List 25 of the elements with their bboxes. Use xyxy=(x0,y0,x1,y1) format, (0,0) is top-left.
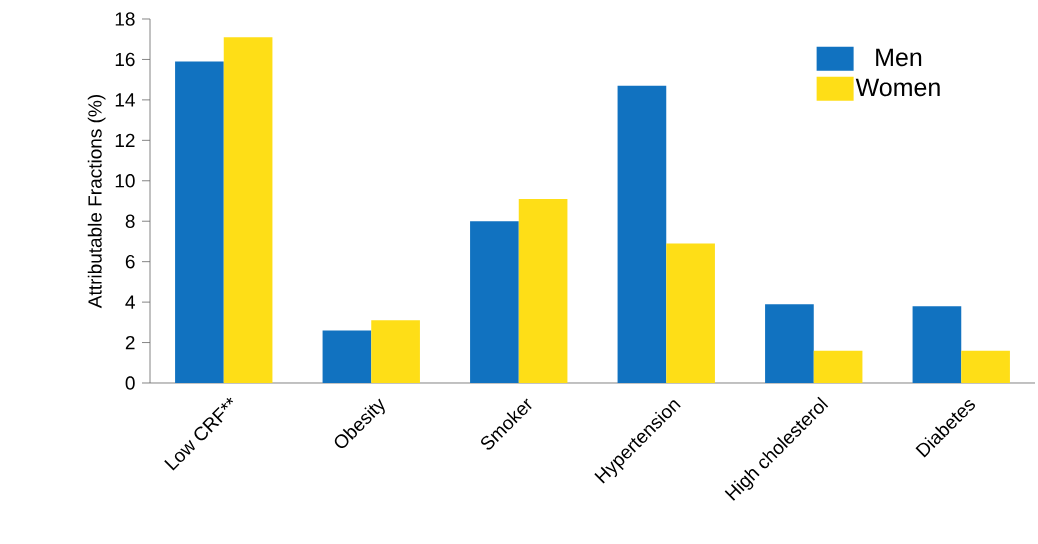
bar xyxy=(813,350,863,383)
bar xyxy=(617,85,667,383)
bar xyxy=(765,304,814,383)
y-tick-label: 14 xyxy=(115,93,135,107)
y-tick-label: 12 xyxy=(115,133,135,147)
y-tick-label: 8 xyxy=(125,214,135,228)
y-tick-label: 10 xyxy=(115,174,135,188)
y-tick-label: 4 xyxy=(125,295,135,309)
bar xyxy=(518,198,568,383)
y-tick-label: 6 xyxy=(125,254,135,269)
bar xyxy=(322,330,372,383)
bar xyxy=(371,320,420,383)
y-tick-label: 0 xyxy=(125,376,135,390)
bar xyxy=(470,221,519,383)
y-tick-label: 16 xyxy=(115,52,135,67)
bar xyxy=(666,243,715,383)
y-tick-label: 2 xyxy=(125,335,135,350)
bar xyxy=(912,306,962,383)
y-axis-title: Attributable Fractions (%) xyxy=(87,95,106,309)
legend-label: Men xyxy=(876,48,922,67)
y-tick-label: 18 xyxy=(115,12,135,26)
bar xyxy=(961,350,1010,383)
bar xyxy=(175,61,224,383)
legend-label: Women xyxy=(855,78,940,97)
bar xyxy=(223,37,273,383)
